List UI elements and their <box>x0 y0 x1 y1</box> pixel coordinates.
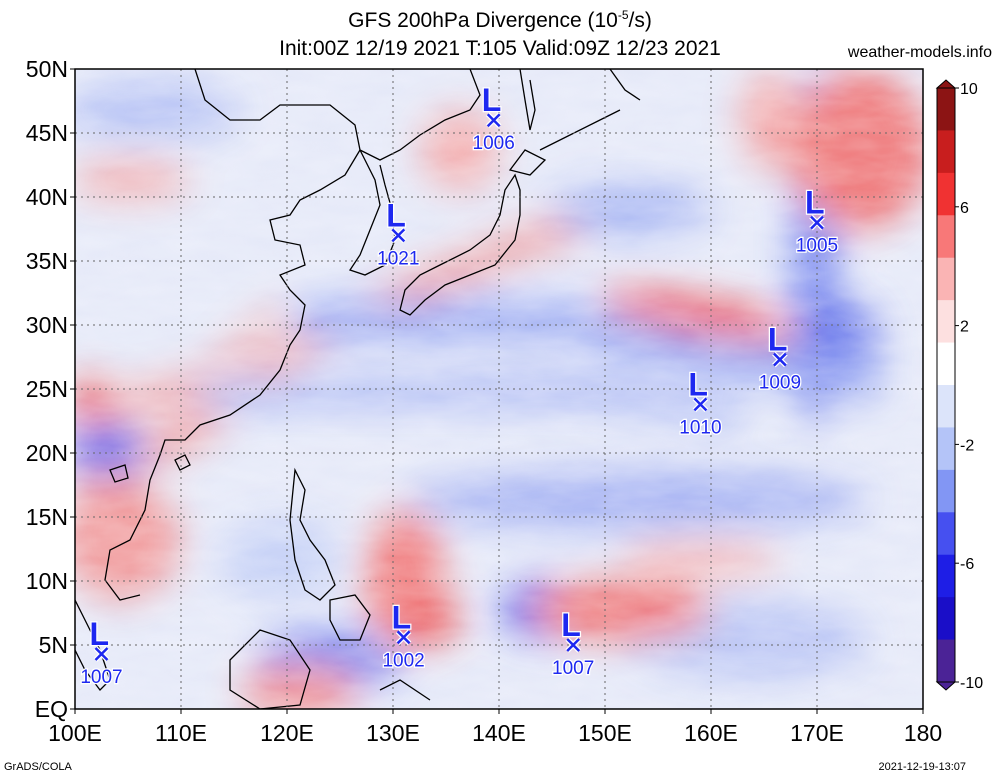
low-center-x <box>566 638 581 652</box>
lat-label: 45N <box>26 120 68 146</box>
lon-label: 180 <box>904 720 942 746</box>
longitude-labels: 100E 110E 120E 130E 140E 150E 160E 170E 180 <box>48 709 942 746</box>
low-center-x <box>391 228 406 243</box>
low-marker: L 1021 <box>376 196 421 271</box>
low-letter: L <box>561 607 581 643</box>
low-pressure-value: 1009 <box>759 373 801 394</box>
colorbar-label: -2 <box>960 437 974 454</box>
lat-label: 5N <box>39 632 68 658</box>
colorbar-bottom-arrow <box>935 681 957 691</box>
low-marker: L 1007 <box>551 606 596 681</box>
low-pressure-value: 1005 <box>796 236 838 257</box>
lat-label: 50N <box>26 56 68 82</box>
low-pressure-value: 1006 <box>473 133 515 154</box>
software-credit: GrADS/COLA <box>4 761 72 773</box>
colorbar-label: -6 <box>960 556 974 573</box>
low-letter: L <box>482 82 502 118</box>
graticule <box>75 69 923 709</box>
coastlines <box>75 69 641 709</box>
colorbar-swatch <box>937 300 955 344</box>
lat-label: 10N <box>26 568 68 594</box>
low-letter: L <box>688 366 708 402</box>
colorbar-swatch <box>937 342 955 386</box>
colorbar-border <box>936 87 956 683</box>
colorbar-swatch <box>937 427 955 471</box>
colorbar-swatch <box>937 385 955 428</box>
low-marker: L 1007 <box>79 615 124 690</box>
low-pressure-value: 1021 <box>377 248 419 269</box>
chart-subtitle: Init:00Z 12/19 2021 T:105 Valid:09Z 12/2… <box>279 37 721 60</box>
lat-label: 25N <box>26 376 68 402</box>
low-center-x <box>693 397 708 412</box>
colorbar-swatch <box>937 597 955 641</box>
colorbar-label: -10 <box>960 675 983 692</box>
low-letter: L <box>90 616 110 652</box>
low-pressure-value: 1002 <box>382 650 424 671</box>
colorbar-swatch <box>937 512 955 556</box>
lat-label: 30N <box>26 312 68 338</box>
colorbar-label: 2 <box>960 319 969 336</box>
colorbar-swatch <box>937 88 955 131</box>
lat-label: 35N <box>26 248 68 274</box>
lon-label: 140E <box>472 720 526 746</box>
lat-label: EQ <box>35 696 68 722</box>
low-center-x <box>94 647 109 661</box>
site-label: weather-models.info <box>847 44 992 61</box>
lat-label: 15N <box>26 504 68 530</box>
lon-label: 130E <box>366 720 420 746</box>
chart-title: GFS 200hPa Divergence (10-5/s) <box>348 8 652 32</box>
colorbar: 10 6 2 -2 -6 -10 <box>935 79 983 692</box>
colorbar-top-arrow <box>935 79 957 89</box>
colorbar-swatch <box>937 130 955 174</box>
colorbar-swatch <box>937 257 955 301</box>
colorbar-label: 6 <box>960 200 969 217</box>
low-letter: L <box>805 185 825 221</box>
lat-label: 20N <box>26 440 68 466</box>
lon-label: 110E <box>155 720 207 746</box>
low-center-x <box>486 113 501 128</box>
low-pressure-value: 1007 <box>552 658 594 679</box>
colorbar-swatch <box>937 172 955 216</box>
low-marker: L 1006 <box>471 81 516 156</box>
lat-label: 40N <box>26 184 68 210</box>
low-marker: L 1005 <box>795 183 840 258</box>
colorbar-swatch <box>937 554 955 598</box>
colorbar-swatch <box>937 215 955 259</box>
low-center-x <box>810 215 824 230</box>
latitude-labels: 50N 45N 40N 35N 30N 25N 20N 15N 10N 5N EQ <box>26 56 75 722</box>
timestamp: 2021-12-19-13:07 <box>878 761 966 773</box>
lon-label: 120E <box>260 720 314 746</box>
lon-label: 100E <box>48 720 102 746</box>
lon-label: 160E <box>684 720 738 746</box>
low-marker: L 1009 <box>758 320 803 395</box>
low-center-x <box>773 352 787 367</box>
low-center-x <box>396 630 411 645</box>
lon-label: 170E <box>790 720 844 746</box>
low-letter: L <box>392 599 412 635</box>
colorbar-label: 10 <box>960 81 978 98</box>
colorbar-swatch <box>937 639 955 683</box>
low-pressure-value: 1007 <box>80 667 122 688</box>
lon-label: 150E <box>578 720 632 746</box>
low-letter: L <box>768 322 788 358</box>
low-pressure-markers: L 1006 L 1021 L 1005 L 1009 L 1010 L 1007 L 1002 L 1007 <box>79 81 840 690</box>
low-pressure-value: 1010 <box>679 417 721 438</box>
low-letter: L <box>386 197 406 233</box>
colorbar-swatch <box>937 469 955 513</box>
low-marker: L 1010 <box>678 365 723 440</box>
low-marker: L 1002 <box>381 598 426 673</box>
